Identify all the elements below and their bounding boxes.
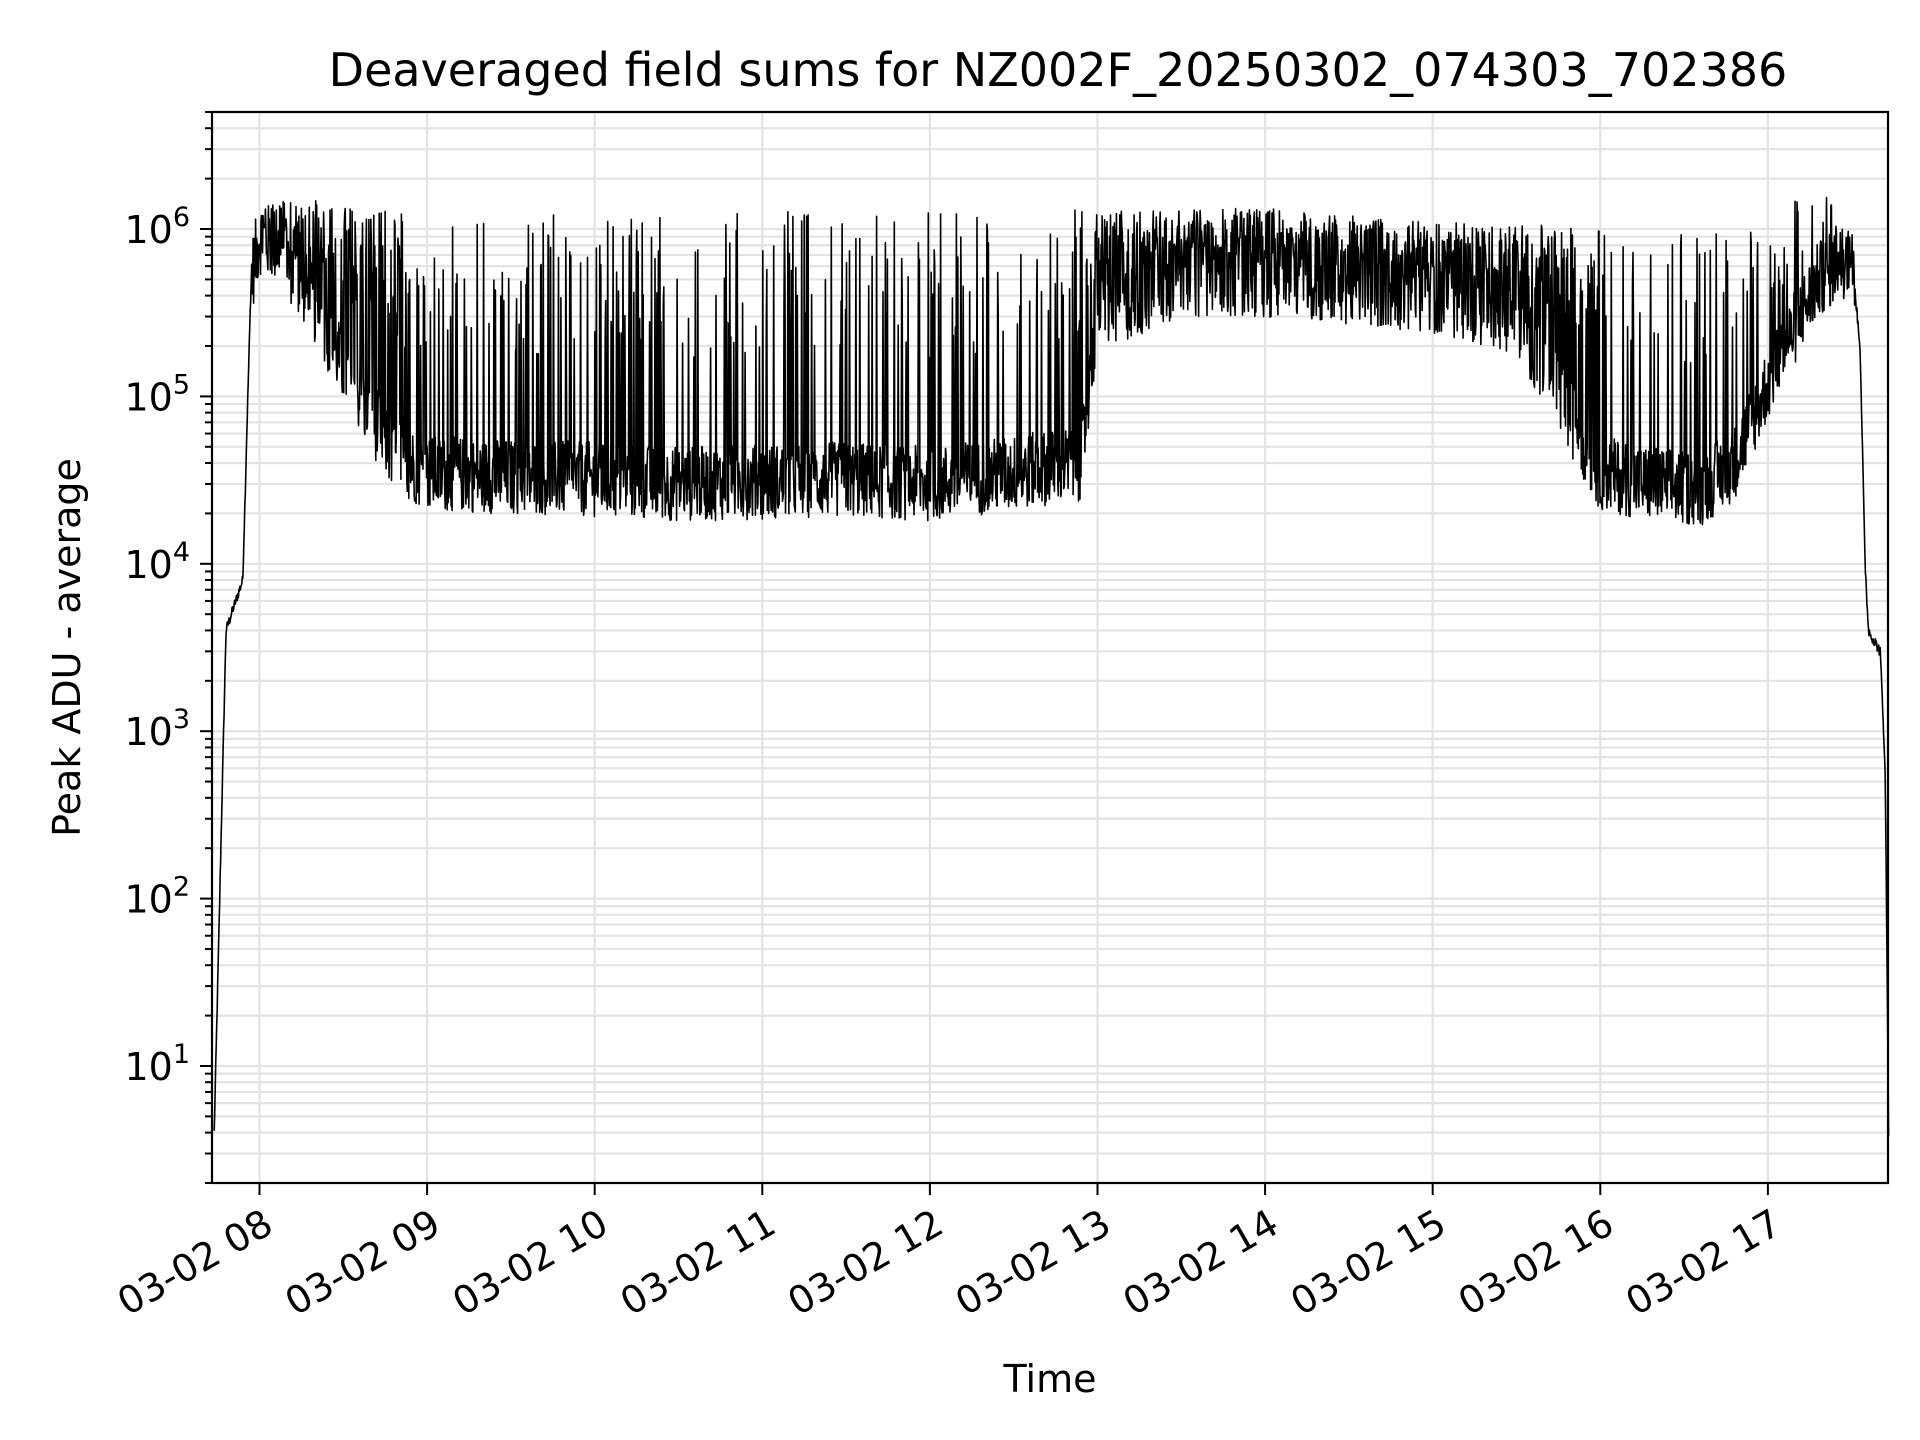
x-tick-label: 03-02 08 — [110, 1201, 280, 1325]
y-tick-labels: 101 102 103 104 105 106 — [124, 202, 190, 1089]
y-tick-label: 103 — [124, 704, 190, 754]
x-tick-label: 03-02 09 — [278, 1201, 448, 1325]
axis-ticks — [200, 111, 1769, 1195]
y-tick-label: 104 — [124, 537, 190, 587]
chart-title: Deaveraged field sums for NZ002F_2025030… — [329, 43, 1788, 97]
x-tick-label: 03-02 13 — [948, 1201, 1118, 1325]
x-axis-label: Time — [1003, 1357, 1097, 1401]
x-tick-label: 03-02 12 — [780, 1201, 950, 1325]
y-tick-label: 106 — [124, 202, 190, 252]
x-tick-label: 03-02 11 — [613, 1201, 783, 1325]
x-tick-label: 03-02 16 — [1451, 1201, 1621, 1325]
y-tick-label: 102 — [124, 872, 190, 922]
y-tick-label: 101 — [124, 1039, 190, 1089]
y-tick-label: 105 — [124, 369, 190, 419]
x-tick-label: 03-02 15 — [1283, 1201, 1453, 1325]
y-axis-label: Peak ADU - average — [45, 458, 89, 837]
x-tick-label: 03-02 10 — [445, 1201, 615, 1325]
x-tick-label: 03-02 14 — [1116, 1201, 1286, 1325]
series-line — [213, 196, 1890, 1137]
x-tick-label: 03-02 17 — [1618, 1201, 1788, 1325]
plot-frame — [210, 110, 1890, 1185]
